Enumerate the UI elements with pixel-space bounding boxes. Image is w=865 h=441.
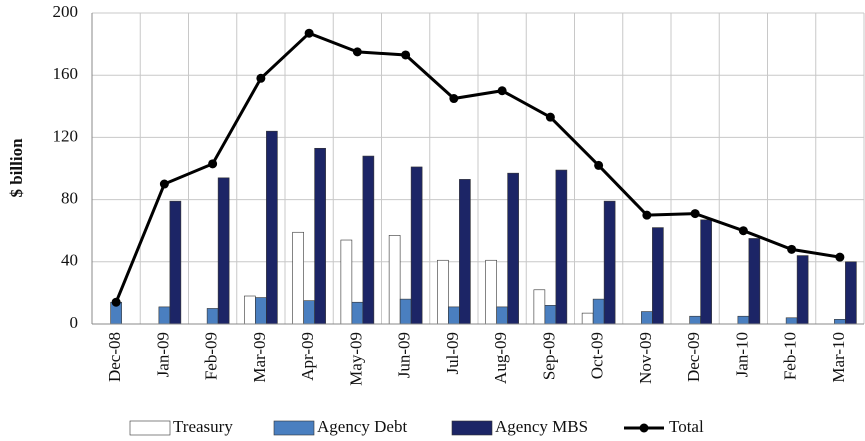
- bar: [796, 255, 809, 325]
- bar: [845, 261, 857, 325]
- legend-label: Treasury: [173, 417, 233, 436]
- legend-label: Agency Debt: [317, 417, 407, 436]
- marker: [111, 297, 121, 307]
- marker: [208, 159, 218, 169]
- bar: [689, 315, 701, 325]
- marker: [738, 226, 748, 236]
- y-axis-label: $ billion: [7, 138, 26, 198]
- bar: [388, 235, 401, 325]
- bar: [314, 147, 326, 325]
- bar: [507, 172, 519, 325]
- bar: [603, 200, 616, 325]
- bar: [737, 315, 750, 325]
- x-tick-label: Dec-08: [105, 332, 124, 382]
- y-tick-label: 40: [61, 251, 78, 270]
- bar: [641, 311, 653, 325]
- bar: [340, 239, 353, 325]
- x-tick-label: Nov-09: [636, 332, 655, 384]
- bar: [410, 166, 423, 325]
- marker: [304, 28, 314, 38]
- x-tick-label: Apr-09: [298, 332, 317, 381]
- bar: [266, 130, 278, 325]
- x-tick-label: Aug-09: [491, 332, 510, 384]
- bar: [592, 298, 605, 325]
- legend-swatch: [639, 423, 649, 433]
- legend-label: Agency MBS: [495, 417, 588, 436]
- bar: [485, 259, 497, 325]
- bar: [785, 317, 798, 325]
- bar: [459, 179, 471, 325]
- bar: [292, 231, 304, 325]
- bar: [834, 319, 846, 325]
- marker: [545, 112, 555, 122]
- bar: [362, 155, 375, 325]
- y-tick-label: 160: [53, 64, 79, 83]
- y-tick-label: 200: [53, 2, 79, 21]
- bar: [652, 227, 664, 325]
- bar: [351, 301, 364, 325]
- x-tick-label: Oct-09: [588, 332, 607, 379]
- bar: [244, 295, 256, 325]
- bar: [448, 306, 460, 325]
- x-tick-label: Jan-10: [732, 332, 751, 377]
- marker: [787, 244, 797, 254]
- x-tick-label: Jun-09: [395, 332, 414, 378]
- x-tick-label: Sep-09: [539, 332, 558, 380]
- legend-swatch: [129, 420, 171, 436]
- bar: [555, 169, 568, 325]
- x-tick-label: Mar-10: [829, 332, 848, 383]
- marker: [594, 160, 604, 170]
- bar: [533, 289, 546, 325]
- bar: [399, 298, 412, 325]
- marker: [401, 50, 411, 60]
- y-tick-label: 80: [61, 189, 78, 208]
- x-tick-label: Feb-10: [781, 332, 800, 380]
- y-tick-label: 0: [70, 313, 79, 332]
- marker: [497, 86, 507, 96]
- x-tick-label: Jan-09: [153, 332, 172, 377]
- marker: [159, 179, 169, 189]
- bar: [581, 312, 594, 325]
- marker: [835, 252, 845, 262]
- marker: [642, 210, 652, 220]
- x-tick-label: Mar-09: [250, 332, 269, 383]
- legend-swatch: [451, 420, 493, 436]
- marker: [256, 73, 266, 83]
- bar: [544, 305, 557, 325]
- x-tick-label: May-09: [346, 332, 365, 386]
- bar: [748, 238, 761, 325]
- x-tick-label: Dec-09: [684, 332, 703, 382]
- bar: [700, 219, 712, 325]
- bar: [255, 297, 267, 325]
- bar: [217, 177, 230, 325]
- bar: [496, 306, 508, 325]
- x-tick-label: Jul-09: [443, 332, 462, 375]
- marker: [690, 209, 700, 219]
- y-tick-label: 120: [53, 126, 79, 145]
- marker: [352, 47, 362, 57]
- marker: [449, 94, 459, 104]
- bar: [206, 308, 219, 325]
- bar: [169, 200, 182, 325]
- x-tick-label: Feb-09: [202, 332, 221, 380]
- bar: [303, 300, 315, 325]
- bar: [437, 259, 449, 325]
- bar: [158, 306, 171, 325]
- legend-swatch: [273, 420, 315, 436]
- legend-label: Total: [669, 417, 704, 436]
- line: [114, 31, 841, 303]
